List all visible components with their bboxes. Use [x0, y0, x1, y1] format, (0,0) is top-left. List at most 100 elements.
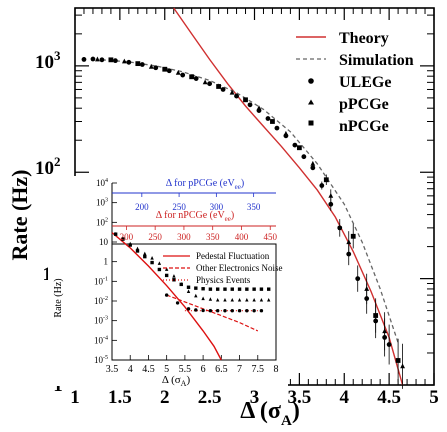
legend-ppcge-marker [308, 99, 314, 105]
inset-point-ulege [230, 287, 234, 291]
legend-ulege: ULEGe [339, 74, 391, 91]
inset-point-npcge [194, 308, 198, 312]
inset-point-ppcge [230, 297, 234, 302]
inset-point-ppcge [215, 297, 220, 302]
point-npcge [243, 97, 248, 103]
inset-point-ulege [259, 287, 264, 291]
point-npcge [270, 119, 275, 124]
point-ppcge [382, 328, 388, 334]
point-ulege [193, 76, 199, 81]
point-npcge [216, 84, 221, 89]
inset-point-ulege [223, 287, 227, 291]
point-npcge [135, 61, 141, 67]
inset-point-ulege [194, 286, 198, 290]
inset-point-npcge [259, 309, 264, 313]
point-ppcge [202, 79, 208, 85]
point-ulege [220, 87, 226, 92]
inset-point-ppcge [157, 261, 162, 265]
main-y-axis-label: Rate (Hz) [7, 169, 32, 260]
inset-point-npcge [230, 309, 234, 313]
legend-physics: Physics Events [196, 275, 251, 285]
point-npcge [296, 145, 302, 151]
inset-point-ppcge [237, 297, 242, 302]
point-npcge [189, 74, 195, 80]
inset-point-ulege [252, 287, 256, 291]
point-ulege [247, 102, 253, 108]
top-axis-ppcge-tick-label: 200 [135, 202, 149, 212]
inset-point-ulege [128, 243, 132, 247]
simulation-curve [101, 59, 399, 343]
point-npcge [373, 313, 379, 318]
main-x-tick-label: 1.5 [108, 387, 132, 408]
top-axis-npcge-ticks: 200 250 300 350 400 450 [120, 226, 277, 242]
legend-electronics: Other Electronics Noise [196, 263, 282, 273]
main-x-tick-label: 4.5 [377, 387, 401, 408]
inset-background [48, 176, 288, 386]
point-ppcge [364, 286, 370, 291]
inset-point-ppcge [201, 296, 205, 301]
point-ppcge [256, 105, 262, 111]
point-ulege [81, 57, 87, 62]
inset-point-npcge [215, 309, 220, 313]
main-x-tick-label: 3.5 [288, 387, 312, 408]
top-axis-ppcge-ticks: 200 250 300 350 [135, 193, 261, 212]
point-ulege [337, 225, 343, 231]
point-ulege [328, 201, 334, 207]
inset-point-ppcge [143, 251, 147, 256]
y-tick-1000: 103 [35, 48, 61, 73]
top-axis-ppcge-tick-label: 350 [247, 202, 261, 212]
main-x-tick-label: 5 [429, 387, 439, 408]
point-ulege [166, 68, 172, 74]
inset-point-ulege [179, 282, 183, 287]
main-legend: Theory Simulation ULEGe pPCGe nPCGe [296, 30, 414, 135]
point-npcge [162, 66, 168, 72]
main-x-tick-label: 1 [70, 387, 80, 408]
point-ulege [112, 58, 118, 64]
pedestal-curve [111, 232, 222, 361]
top-axis-ppcge-label: Δ for pPCGe (eVee) [166, 178, 244, 191]
inset-point-npcge [208, 309, 213, 313]
point-ulege [99, 57, 105, 63]
inset-x-tick-label: 8 [274, 364, 279, 375]
inset-y-tick-label: 10-2 [94, 296, 108, 306]
inset-point-ulege [201, 287, 205, 291]
inset-x-tick-label: 7.5 [252, 364, 265, 375]
inset-point-ppcge [267, 297, 271, 302]
point-ulege [301, 154, 307, 160]
legend-theory: Theory [339, 30, 389, 47]
point-ulege [355, 276, 361, 282]
top-axis-npcge-tick-label: 450 [263, 232, 277, 242]
inset-x-tick-labels: 3.5 4 4.5 5 5.5 6 6.5 7 7.5 8 [106, 364, 279, 375]
inset-point-ulege [113, 232, 118, 236]
main-x-tick-label: 3 [250, 387, 260, 408]
inset-y-tick-label: 102 [96, 217, 108, 227]
legend-pedestal: Pedestal Fluctuation [196, 251, 270, 261]
inset-y-tick-label: 10-3 [94, 316, 108, 326]
inset-point-ppcge [172, 274, 176, 278]
inset-legend: Pedestal Fluctuation Other Electronics N… [163, 251, 282, 285]
top-axis-npcge-tick-label: 350 [206, 232, 220, 242]
inset-x-tick-label: 4.5 [142, 364, 155, 375]
point-ulege [90, 56, 96, 62]
inset-y-tick-label: 104 [96, 178, 108, 188]
inset-point-ulege [267, 287, 271, 291]
legend-simulation: Simulation [339, 52, 414, 69]
inset-point-ulege [208, 287, 213, 291]
inset-points [113, 231, 271, 313]
point-ppcge [229, 89, 235, 95]
point-npcge [350, 233, 356, 239]
point-ppcge [346, 239, 352, 245]
inset-y-axis-label: Rate (Hz) [53, 278, 64, 317]
point-ulege [180, 72, 186, 78]
point-ppcge [328, 192, 334, 198]
inset-point-ulege [245, 287, 249, 291]
inset-x-tick-label: 5.5 [179, 364, 192, 375]
point-ppcge [310, 160, 316, 166]
inset-y-tick-label: 10-4 [94, 335, 108, 345]
inset-point-ulege [135, 249, 140, 253]
point-ulege [265, 116, 271, 121]
inset-point-ulege [164, 273, 169, 278]
top-axis-npcge-tick-label: 250 [148, 232, 162, 242]
main-x-tick-label: 2 [160, 387, 170, 408]
